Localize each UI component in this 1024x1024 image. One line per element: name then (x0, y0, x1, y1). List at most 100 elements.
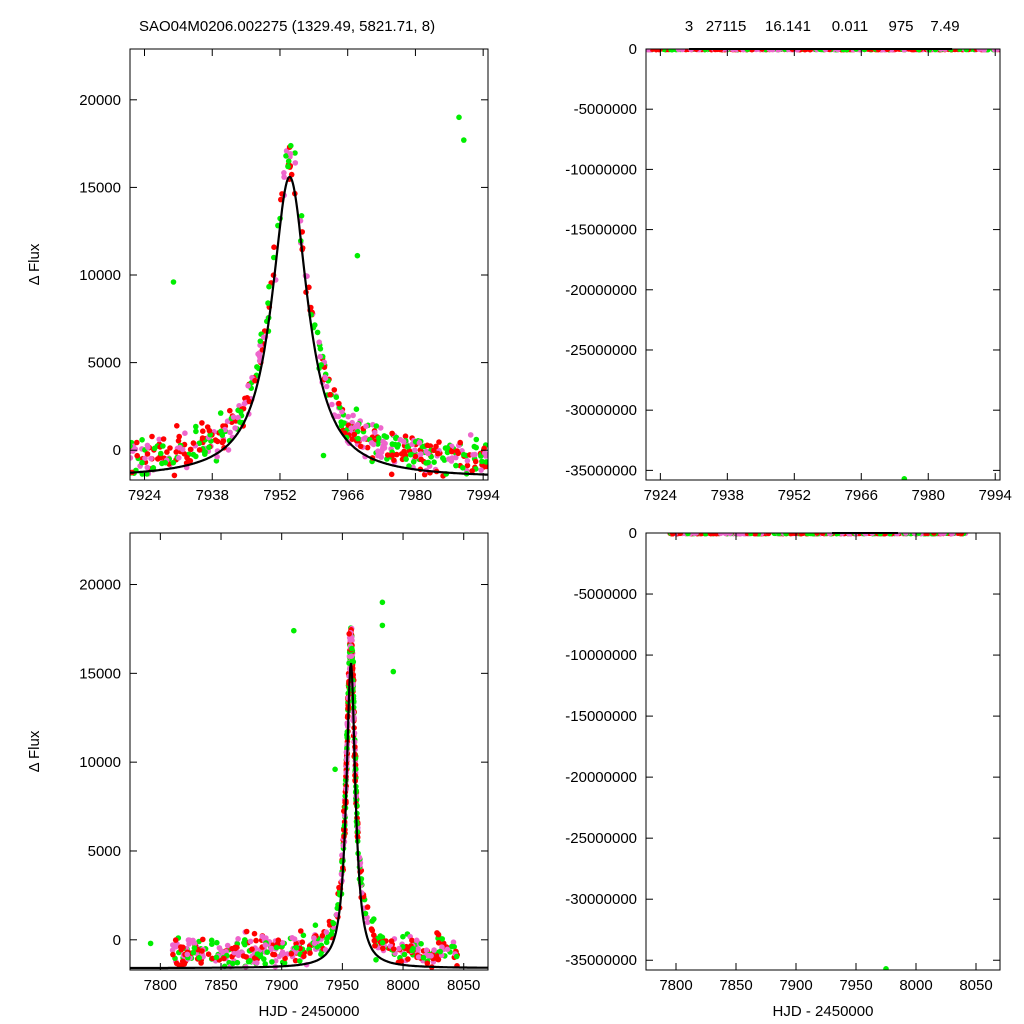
data-point (350, 412, 356, 419)
data-point (149, 433, 155, 440)
data-point (392, 441, 399, 448)
fit-param-2: 16.141 (765, 18, 811, 35)
data-point (288, 951, 295, 957)
chart-top-left: 7924 7938 7952 7966 7980 7994 0 5000 10000 15000 2… (26, 48, 500, 504)
data-point (362, 910, 369, 917)
data-point (369, 918, 376, 924)
data-point (393, 451, 400, 458)
data-point (431, 447, 437, 454)
data-point (225, 447, 232, 453)
data-point (130, 455, 134, 461)
data-point (472, 458, 479, 465)
data-point (467, 432, 474, 438)
data-points (667, 533, 969, 970)
data-point (268, 945, 275, 952)
data-point (257, 338, 264, 345)
data-point (783, 533, 789, 537)
data-point (170, 279, 177, 285)
x-tick-label: 7980 (912, 487, 945, 504)
data-point (346, 631, 353, 637)
data-point (293, 944, 300, 951)
data-point (810, 533, 816, 537)
data-point (407, 451, 414, 458)
data-point (388, 938, 395, 944)
y-tick-label: 5000 (88, 843, 121, 860)
data-point (317, 353, 323, 360)
data-point (389, 452, 396, 459)
data-point (320, 452, 327, 459)
data-point (158, 450, 164, 457)
data-point (439, 944, 445, 950)
x-axis-title: HJD - 2450000 (773, 1003, 874, 1020)
data-point (252, 377, 258, 384)
data-point (409, 937, 415, 944)
data-point (792, 533, 799, 537)
data-point (322, 947, 329, 953)
data-point (418, 451, 424, 457)
data-point (771, 533, 778, 537)
x-tick-label: 7850 (204, 977, 237, 994)
y-tick-label: -5000000 (574, 101, 637, 118)
data-point (196, 955, 202, 961)
data-point (373, 423, 380, 429)
data-point (291, 936, 298, 942)
data-point (155, 456, 161, 462)
data-point (322, 375, 329, 382)
data-point (235, 952, 242, 959)
data-point (379, 446, 386, 453)
data-point (748, 533, 754, 537)
data-point (400, 933, 406, 940)
y-tick-label: -10000000 (565, 161, 637, 178)
data-point (162, 459, 169, 466)
data-point (232, 425, 238, 431)
data-point (390, 946, 397, 952)
model-fit-curve (130, 175, 488, 476)
data-point (483, 463, 488, 470)
data-point (257, 342, 263, 349)
data-point (446, 456, 452, 462)
chart-panels: 7924 7938 7952 7966 7980 7994 0 5000 10000 15000 2… (26, 41, 1012, 1020)
data-point (675, 49, 682, 53)
data-point (435, 940, 442, 946)
data-point (193, 428, 199, 435)
data-point (311, 940, 318, 946)
data-point (423, 460, 429, 466)
data-point (292, 150, 298, 156)
data-point (357, 443, 364, 450)
data-point (373, 957, 379, 963)
data-point (901, 476, 908, 480)
x-tick-label: 7900 (779, 977, 812, 994)
data-point (415, 946, 421, 952)
y-tick-label: -30000000 (565, 402, 637, 419)
data-point (420, 954, 427, 961)
data-point (191, 940, 198, 947)
data-point (444, 946, 451, 953)
data-point (318, 362, 324, 368)
fit-param-4: 975 (888, 18, 913, 35)
data-point (208, 937, 215, 944)
data-point (200, 936, 206, 943)
y-tick-label: 20000 (79, 92, 121, 109)
data-point (198, 960, 204, 966)
data-point (242, 937, 248, 943)
data-point (279, 949, 286, 955)
data-point (478, 467, 484, 473)
data-point (371, 932, 377, 938)
data-point (435, 450, 441, 457)
chart-bottom-right: 7800 7850 7900 7950 8000 8050 0 -5000000 -100000… (565, 525, 1001, 1020)
fit-param-1: 27115 (706, 18, 747, 35)
data-point (179, 958, 186, 965)
data-point (708, 533, 714, 537)
data-point (139, 459, 145, 466)
data-point (461, 137, 467, 143)
y-tick-label: 0 (113, 932, 121, 949)
data-point (444, 445, 451, 451)
data-point (264, 949, 271, 955)
data-point (299, 939, 306, 945)
data-point (173, 449, 179, 455)
x-tick-label: 7966 (331, 487, 364, 504)
data-point (156, 436, 162, 443)
y-tick-label: -35000000 (565, 952, 637, 969)
data-point (160, 436, 167, 442)
data-point (221, 955, 227, 962)
